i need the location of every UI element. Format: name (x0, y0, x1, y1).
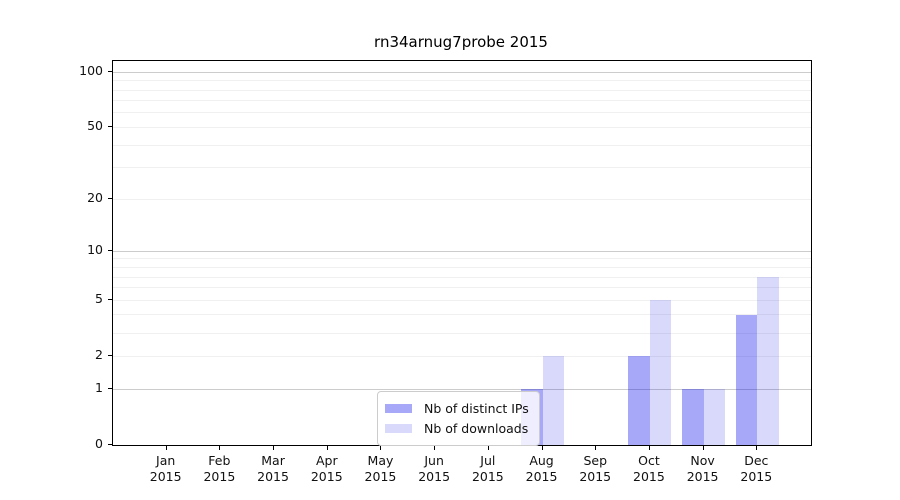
x-tick-aug (541, 446, 543, 450)
y-tick-50 (108, 126, 112, 128)
chart-title: rn34arnug7probe 2015 (374, 33, 548, 51)
gridline-minor-9 (113, 258, 811, 260)
y-tick-10 (108, 250, 112, 252)
x-tick-dec (756, 446, 758, 450)
y-tick-0 (108, 444, 112, 445)
gridline-minor-60 (113, 112, 811, 114)
gridline-major-1 (113, 388, 811, 390)
y-tick-label-10: 10 (87, 242, 103, 258)
x-tick-label-dec: Dec 2015 (740, 453, 773, 484)
gridline-minor-70 (113, 100, 811, 102)
x-tick-label-oct: Oct 2015 (633, 453, 665, 484)
x-tick-label-mar: Mar 2015 (257, 453, 289, 484)
x-tick-jul (487, 446, 489, 450)
x-tick-label-feb: Feb 2015 (203, 453, 236, 484)
gridline-minor-3 (113, 332, 811, 334)
y-tick-label-20: 20 (87, 190, 103, 206)
x-tick-sep (595, 446, 597, 450)
x-tick-label-aug: Aug 2015 (525, 453, 558, 484)
x-tick-oct (648, 446, 650, 450)
x-tick-nov (702, 446, 704, 450)
gridline-minor-50 (113, 126, 811, 128)
gridline-minor-90 (113, 80, 811, 82)
bar-ips-nov (682, 389, 704, 445)
bar-ips-oct (628, 356, 650, 445)
bar-downloads-oct (649, 300, 672, 445)
gridline-minor-40 (113, 144, 811, 146)
bar-ips-dec (735, 314, 758, 445)
legend-swatch-downloads (385, 423, 412, 433)
legend-label-downloads: Nb of downloads (424, 420, 529, 436)
x-tick-jun (434, 446, 436, 450)
x-tick-label-sep: Sep 2015 (579, 453, 612, 484)
gridline-minor-2 (113, 355, 811, 357)
y-tick-1 (108, 388, 112, 389)
x-tick-label-jun: Jun 2015 (418, 453, 451, 484)
gridline-minor-80 (113, 89, 811, 91)
x-tick-jan (165, 446, 167, 450)
y-tick-label-100: 100 (79, 63, 103, 79)
y-tick-label-2: 2 (95, 347, 103, 363)
gridline-minor-30 (113, 167, 811, 169)
x-tick-label-apr: Apr 2015 (310, 453, 343, 484)
legend-row-downloads: Nb of downloads (385, 418, 529, 438)
legend-swatch-distinct-ips (385, 403, 412, 413)
gridline-major-100 (113, 71, 811, 73)
y-tick-5 (108, 299, 112, 301)
gridline-minor-6 (113, 287, 811, 289)
y-tick-label-0: 0 (95, 436, 103, 451)
x-tick-label-jul: Jul 2015 (471, 453, 504, 484)
y-tick-2 (108, 355, 112, 357)
x-tick-apr (326, 446, 328, 450)
gridline-minor-20 (113, 198, 811, 200)
x-tick-mar (273, 446, 275, 450)
y-tick-label-5: 5 (95, 291, 103, 307)
x-tick-label-jan: Jan 2015 (149, 453, 182, 484)
gridline-minor-4 (113, 314, 811, 316)
plot-area (112, 60, 812, 446)
y-tick-20 (108, 198, 112, 200)
legend: Nb of distinct IPs Nb of downloads (377, 391, 540, 446)
x-tick-label-nov: Nov 2015 (686, 453, 719, 484)
legend-label-distinct-ips: Nb of distinct IPs (424, 400, 529, 416)
gridline-minor-5 (113, 299, 811, 301)
bar-downloads-aug (542, 356, 565, 445)
x-tick-label-may: May 2015 (364, 453, 397, 484)
y-tick-100 (108, 71, 112, 73)
legend-row-distinct-ips: Nb of distinct IPs (385, 398, 529, 418)
y-tick-label-50: 50 (87, 118, 103, 134)
gridline-minor-8 (113, 267, 811, 268)
x-tick-feb (219, 446, 221, 450)
y-tick-label-1: 1 (95, 380, 103, 395)
gridline-minor-7 (113, 276, 811, 278)
bar-downloads-nov (703, 389, 726, 445)
gridline-major-10 (113, 250, 811, 252)
x-tick-may (380, 446, 382, 450)
bar-downloads-dec (757, 277, 779, 445)
